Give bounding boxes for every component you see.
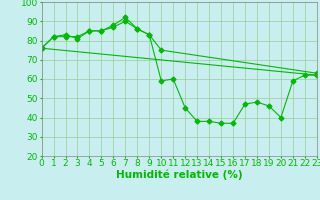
X-axis label: Humidité relative (%): Humidité relative (%) <box>116 170 243 180</box>
